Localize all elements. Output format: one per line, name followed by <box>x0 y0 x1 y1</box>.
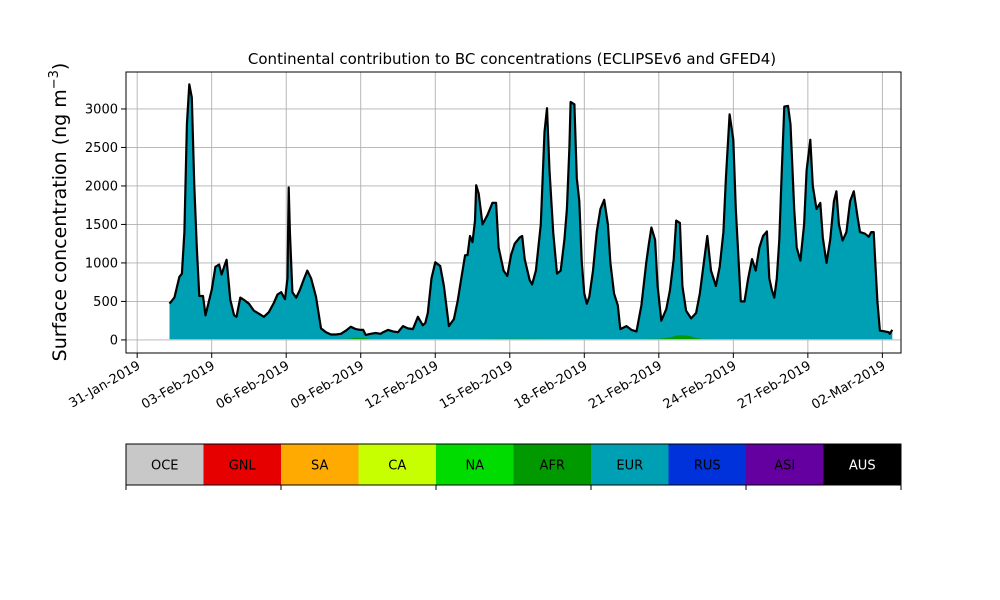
legend-swatch-asi <box>746 444 824 485</box>
legend-frame <box>125 443 902 486</box>
legend-label-aus: AUS <box>849 459 876 474</box>
legend-label-eur: EUR <box>616 459 643 474</box>
area-afr <box>169 335 893 340</box>
y-tick-label: 0 <box>110 333 118 348</box>
legend-swatch-afr <box>513 444 591 485</box>
region-legend: OCE GNL SA CA NA AFR EUR RUS ASI AUS <box>125 443 902 490</box>
y-tick-label: 3000 <box>85 102 118 117</box>
legend-swatch-na <box>436 444 514 485</box>
legend-label-oce: OCE <box>151 459 179 474</box>
x-tick-label: 21-Feb-2019 <box>586 358 665 412</box>
y-axis-ticks: 0 500 1000 1500 2000 2500 3000 <box>85 102 126 348</box>
legend-swatch-aus <box>823 444 901 485</box>
x-axis-ticks: 31-Jan-201903-Feb-201906-Feb-201909-Feb-… <box>67 353 888 413</box>
y-tick-label: 1000 <box>85 256 118 271</box>
x-tick-label: 15-Feb-2019 <box>437 358 516 412</box>
legend-label-afr: AFR <box>540 459 565 474</box>
plot-frame <box>125 71 902 354</box>
y-tick-label: 500 <box>93 295 118 310</box>
y-tick-label: 1500 <box>85 218 118 233</box>
x-tick-label: 31-Jan-2019 <box>67 358 144 411</box>
x-tick-label: 27-Feb-2019 <box>735 358 814 412</box>
legend-label-rus: RUS <box>694 459 721 474</box>
legend-label-na: NA <box>465 459 484 474</box>
legend-swatch-sa <box>281 444 359 485</box>
x-tick-label: 03-Feb-2019 <box>139 358 218 412</box>
x-tick-label: 18-Feb-2019 <box>512 358 591 412</box>
chart-title: Continental contribution to BC concentra… <box>248 50 776 68</box>
legend-label-gnl: GNL <box>229 459 257 474</box>
area-ca <box>169 339 893 340</box>
y-tick-label: 2000 <box>85 179 118 194</box>
x-tick-label: 12-Feb-2019 <box>363 358 442 412</box>
total-concentration-line <box>168 83 894 336</box>
legend-label-asi: ASI <box>774 459 795 474</box>
x-tick-label: 02-Mar-2019 <box>809 358 888 412</box>
legend-swatch-gnl <box>203 444 281 485</box>
x-tick-label: 06-Feb-2019 <box>214 358 293 412</box>
y-axis-title: Surface concentration (ng m−3) <box>47 63 71 362</box>
x-tick-label: 24-Feb-2019 <box>661 358 740 412</box>
legend-swatch-oce <box>126 444 204 485</box>
legend-label-sa: SA <box>311 459 328 474</box>
legend-swatch-eur <box>591 444 669 485</box>
y-tick-label: 2500 <box>85 141 118 156</box>
legend-swatch-rus <box>668 444 746 485</box>
legend-swatch-ca <box>358 444 436 485</box>
x-tick-label: 09-Feb-2019 <box>288 358 367 412</box>
legend-label-ca: CA <box>388 459 406 474</box>
